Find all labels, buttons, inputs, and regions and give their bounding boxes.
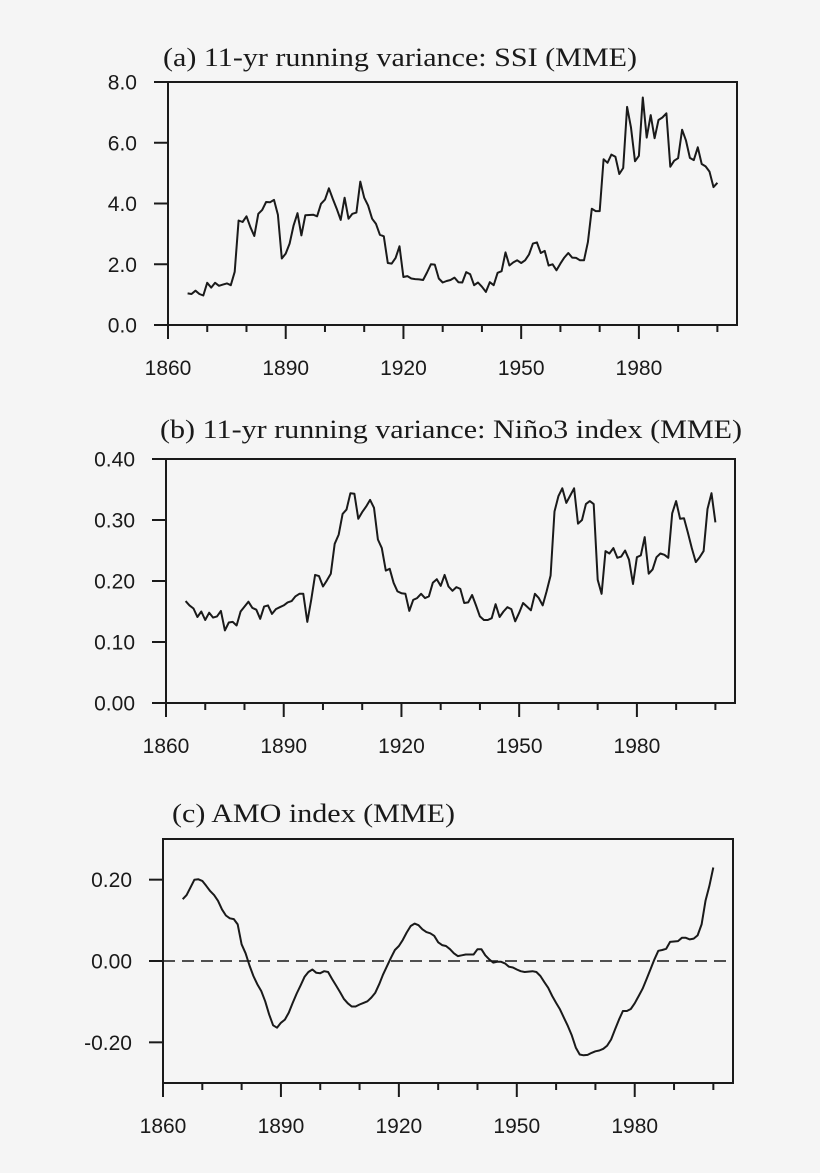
y-tick-label: 0.40 bbox=[94, 449, 135, 472]
series-line bbox=[181, 867, 715, 1057]
series-line bbox=[187, 96, 719, 297]
x-tick-label: 1980 bbox=[614, 735, 661, 758]
y-tick-label: 0.20 bbox=[91, 869, 132, 892]
x-tick-label: 1860 bbox=[140, 1115, 187, 1138]
x-tick-label: 1920 bbox=[380, 357, 427, 380]
series-line bbox=[184, 487, 717, 632]
y-tick-label: 6.0 bbox=[108, 132, 137, 155]
plot-frame bbox=[165, 458, 736, 704]
y-tick-label: 2.0 bbox=[108, 254, 137, 277]
y-tick-label: 4.0 bbox=[108, 193, 137, 216]
y-tick-label: 0.30 bbox=[94, 510, 135, 533]
x-tick-label: 1890 bbox=[258, 1115, 305, 1138]
panel-c-title: (c) AMO index (MME) bbox=[172, 799, 455, 828]
y-tick-label: 0.20 bbox=[94, 571, 135, 594]
y-tick-label: 8.0 bbox=[108, 72, 137, 95]
panel-b-plot: 1860 1890 1920 1950 1980 0.00 0.10 0.20 0.30 0.40 bbox=[94, 449, 736, 758]
x-tick-label: 1950 bbox=[498, 357, 545, 380]
y-tick-label: 0.00 bbox=[91, 951, 132, 974]
panel-a-plot: 1860 1890 1920 1950 1980 0.0 2.0 4.0 6.0 8.0 bbox=[108, 72, 738, 380]
x-tick-label: 1860 bbox=[145, 357, 192, 380]
x-tick-label: 1920 bbox=[378, 735, 425, 758]
panel-c-plot: 1860 1890 1920 1950 1980 -0.20 0.00 0.20 bbox=[84, 838, 734, 1138]
x-tick-label: 1890 bbox=[262, 357, 309, 380]
panel-b-title: (b) 11-yr running variance: Niño3 index … bbox=[160, 415, 742, 444]
y-tick-label: 0.10 bbox=[94, 632, 135, 655]
x-tick-label: 1950 bbox=[493, 1115, 540, 1138]
panel-c: (c) AMO index (MME) 1860 1890 1920 1950 1980… bbox=[84, 799, 734, 1138]
x-tick-label: 1860 bbox=[143, 735, 190, 758]
x-tick-label: 1890 bbox=[260, 735, 307, 758]
y-tick-label: 0.00 bbox=[94, 693, 135, 716]
panel-b: (b) 11-yr running variance: Niño3 index … bbox=[94, 415, 742, 758]
y-tick-label: 0.0 bbox=[108, 315, 137, 338]
x-tick-label: 1980 bbox=[611, 1115, 658, 1138]
panel-a: (a) 11-yr running variance: SSI (MME) 18… bbox=[108, 43, 738, 380]
panel-a-title: (a) 11-yr running variance: SSI (MME) bbox=[163, 43, 637, 72]
x-tick-label: 1980 bbox=[616, 357, 663, 380]
y-tick-label: -0.20 bbox=[84, 1032, 132, 1055]
x-tick-label: 1920 bbox=[376, 1115, 423, 1138]
x-tick-label: 1950 bbox=[496, 735, 543, 758]
